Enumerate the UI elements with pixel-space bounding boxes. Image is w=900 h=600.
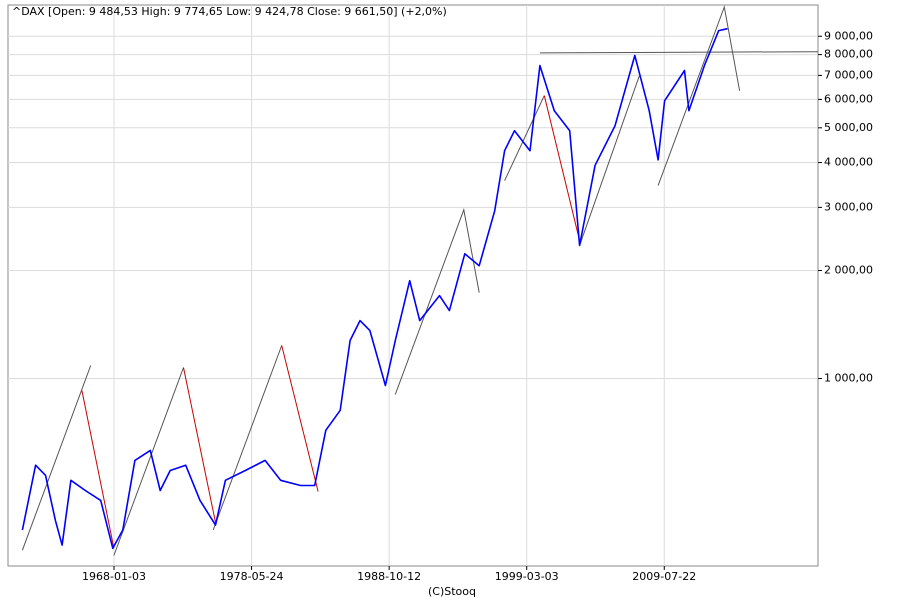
- y-tick-label: 3 000,00: [824, 200, 873, 213]
- x-tick-label: 1968-01-03: [82, 570, 146, 583]
- trend-line: [394, 207, 480, 395]
- y-tick-label: 4 000,00: [824, 156, 873, 169]
- trend-line: [21, 365, 92, 551]
- y-tick-label: 9 000,00: [824, 29, 873, 42]
- y-tick-label: 5 000,00: [824, 121, 873, 134]
- x-tick-label: 1978-05-24: [220, 570, 284, 583]
- y-tick-label: 1 000,00: [824, 371, 873, 384]
- y-tick-label: 2 000,00: [824, 264, 873, 277]
- trend-line: [113, 367, 184, 556]
- chart-title: ^DAX [Open: 9 484,53 High: 9 774,65 Low:…: [12, 5, 447, 18]
- trend-line: [543, 95, 581, 241]
- y-tick-label: 6 000,00: [824, 92, 873, 105]
- trend-line: [579, 76, 640, 246]
- trend-line: [212, 345, 283, 531]
- y-tick-label: 7 000,00: [824, 68, 873, 81]
- y-tick-label: 8 000,00: [824, 48, 873, 61]
- x-tick-label: 1999-03-03: [495, 570, 559, 583]
- x-tick-label: 2009-07-22: [632, 570, 696, 583]
- footer: (C)Stooq: [428, 585, 476, 598]
- trend-line: [281, 345, 319, 492]
- trend-line: [657, 5, 741, 186]
- x-tick-label: 1988-10-12: [357, 570, 421, 583]
- trend-line: [81, 390, 115, 549]
- price-line: [21, 27, 728, 550]
- trend-line: [504, 95, 545, 181]
- trend-line: [539, 51, 819, 54]
- plot-frame: [7, 4, 819, 567]
- trend-line: [183, 367, 216, 523]
